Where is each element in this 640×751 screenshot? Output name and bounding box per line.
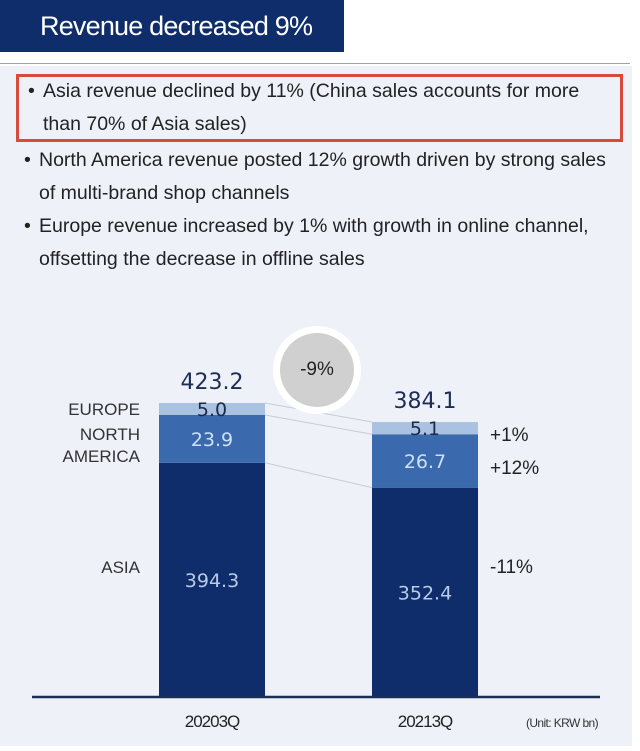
bullet-list: Asia revenue declined by 11% (China sale… <box>24 74 624 276</box>
series-label-north-america: NORTH <box>80 425 140 444</box>
total-change-badge <box>280 333 354 407</box>
change-label: +12% <box>490 458 539 479</box>
data-label: 5.0 <box>197 399 227 421</box>
connector-line <box>264 414 373 435</box>
bar-segment-asia <box>159 462 265 697</box>
bar-segment-europe <box>372 422 478 435</box>
connector-line <box>264 462 373 489</box>
series-label-north-america-line2: AMERICA <box>63 447 141 466</box>
change-label: +1% <box>490 425 529 446</box>
divider <box>0 63 630 64</box>
bar-segment-north-america <box>159 414 265 463</box>
bullet-europe: Europe revenue increased by 1% with grow… <box>24 210 624 276</box>
total-change-label: -9% <box>300 359 334 380</box>
bullet-north-america: North America revenue posted 12% growth … <box>24 144 624 210</box>
data-label: 352.4 <box>398 582 452 604</box>
data-label: 394.3 <box>185 570 239 592</box>
bullet-asia: Asia revenue declined by 11% (China sale… <box>24 75 624 141</box>
unit-label: (Unit: KRW bn) <box>526 716 599 730</box>
series-label-europe: EUROPE <box>68 400 140 419</box>
x-tick-label: 20203Q <box>185 712 240 731</box>
bar-segment-europe <box>159 402 265 415</box>
change-label: -11% <box>490 557 533 578</box>
series-label-asia: ASIA <box>101 558 140 577</box>
data-label: 26.7 <box>404 451 446 473</box>
data-label: 23.9 <box>191 429 233 451</box>
data-label: 5.1 <box>410 418 440 440</box>
total-label: 423.2 <box>181 370 244 395</box>
bar-segment-asia <box>372 487 478 697</box>
page-title: Revenue decreased 9% <box>0 0 344 52</box>
x-tick-label: 20213Q <box>398 712 453 731</box>
bar-segment-north-america <box>372 434 478 488</box>
total-label: 384.1 <box>394 389 457 414</box>
